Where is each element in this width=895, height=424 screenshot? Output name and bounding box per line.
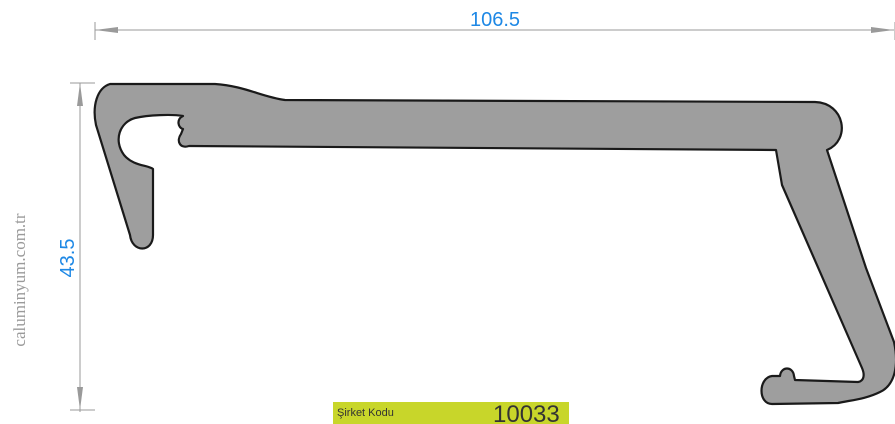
company-code-badge: Şirket Kodu 10033 xyxy=(333,402,569,424)
height-arrow-bottom xyxy=(77,387,83,410)
profile-cross-section xyxy=(93,82,895,406)
width-arrow-right xyxy=(871,27,894,33)
width-dimension: 106.5 xyxy=(94,9,895,40)
height-dimension: 43.5 xyxy=(57,82,95,412)
company-code-value: 10033 xyxy=(493,402,560,424)
technical-drawing: 106.5 43.5 xyxy=(57,9,895,412)
height-dimension-label: 43.5 xyxy=(57,239,79,278)
width-arrow-left xyxy=(95,27,118,33)
width-dimension-label: 106.5 xyxy=(470,9,520,31)
height-arrow-top xyxy=(77,83,83,106)
company-code-label: Şirket Kodu xyxy=(337,407,394,419)
watermark-text: caluminyum.com.tr xyxy=(10,213,29,347)
